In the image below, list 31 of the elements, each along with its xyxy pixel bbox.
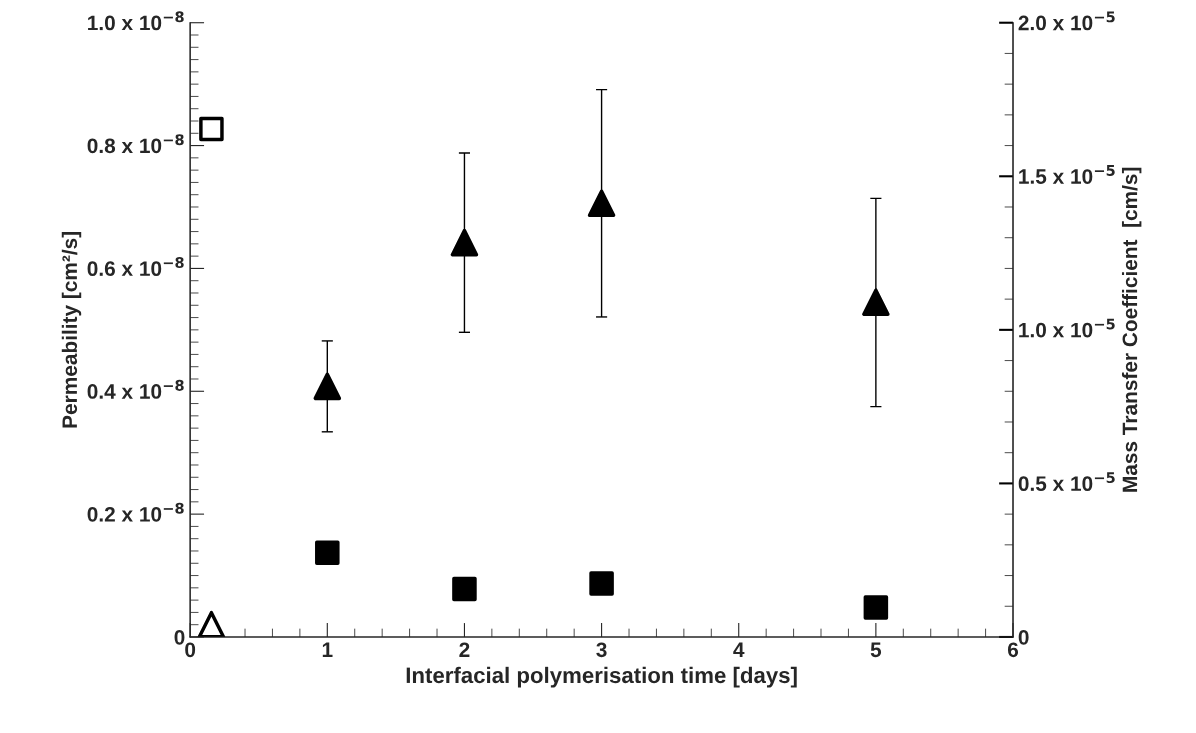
- y2-tick-label: 2.0 x 10$^{−5}$: [1018, 11, 1115, 31]
- point: [863, 595, 889, 620]
- point: [450, 228, 479, 257]
- x-tick-label: 3: [596, 642, 607, 658]
- y2-tick-label: 0.5 x 10$^{−5}$: [1018, 472, 1115, 492]
- point: [313, 372, 342, 401]
- point: [587, 189, 616, 218]
- y-tick-label: 0: [174, 629, 185, 645]
- y2-axis-title: Mass Transfer Coefficient [cm/s]: [1121, 167, 1142, 492]
- x-tick-label: 5: [870, 642, 882, 658]
- point: [452, 576, 477, 602]
- y2-tick-label: 0: [1018, 629, 1029, 645]
- x-tick-label: 4: [733, 642, 745, 657]
- y-axis-title: Permeability [cm²/s]: [61, 232, 82, 428]
- y-tick-label: 0.8 x 10$^{−8}$: [87, 134, 184, 154]
- point: [589, 571, 614, 596]
- point: [199, 116, 224, 142]
- y-tick-label: 0.6 x 10$^{−8}$: [87, 257, 184, 277]
- point: [315, 540, 340, 566]
- point: [197, 610, 226, 637]
- x-tick-label: 6: [1007, 642, 1019, 658]
- x-tick-label: 2: [459, 642, 470, 657]
- y2-tick-label: 1.0 x 10$^{−5}$: [1019, 318, 1115, 338]
- x-tick-label: 0: [185, 642, 196, 658]
- y-tick-label: 0.2 x 10$^{−8}$: [87, 502, 184, 522]
- y2-tick-label: 1.5 x 10$^{−5}$: [1019, 165, 1115, 184]
- x-tick-label: 1: [322, 642, 333, 657]
- point: [862, 288, 890, 316]
- y-tick-label: 1.0 x 10$^{−8}$: [88, 11, 184, 31]
- y-tick-label: 0.4 x 10$^{−8}$: [87, 379, 184, 399]
- x-axis-title: Interfacial polymerisation time [days]: [406, 666, 797, 688]
